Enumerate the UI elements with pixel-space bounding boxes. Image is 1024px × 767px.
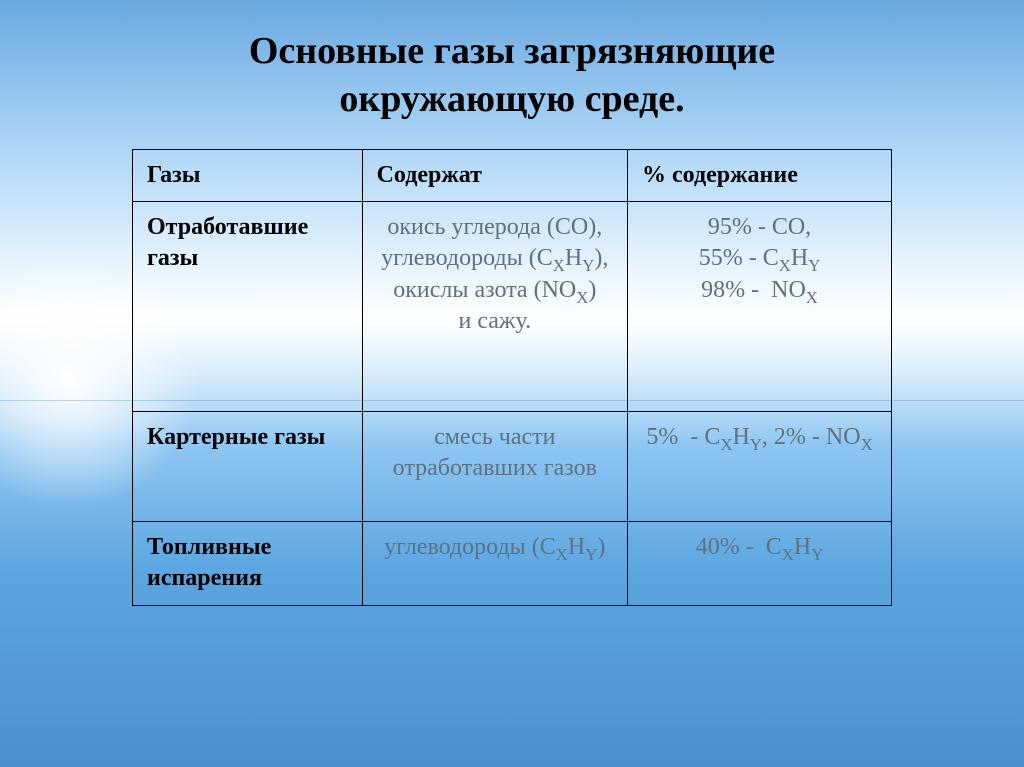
row-label: Отработавшие газы [133,202,363,412]
row-percent: 40% - CXHY [628,522,892,605]
title-line-1: Основные газы загрязняющие [249,30,775,72]
table-row: Топливные испарения углеводороды (CXHY) … [133,522,892,605]
row-contain: углеводороды (CXHY) [362,522,627,605]
row-label: Картерные газы [133,412,363,522]
header-contain: Содержат [362,150,627,202]
row-contain: окись углерода (CO), углеводороды (CXHY)… [362,202,627,412]
header-percent: % содержание [628,150,892,202]
slide: Основные газы загрязняющие окружающую ср… [0,0,1024,767]
row-label: Топливные испарения [133,522,363,605]
title-line-2: окружающую среде. [339,78,684,120]
slide-title: Основные газы загрязняющие окружающую ср… [60,28,964,123]
row-percent: 95% - CO,55% - CXHY98% - NOX [628,202,892,412]
row-contain: смесь части отработавших газов [362,412,627,522]
table-row: Картерные газы смесь части отработавших … [133,412,892,522]
row-percent: 5% - CXHY, 2% - NOX [628,412,892,522]
header-gases: Газы [133,150,363,202]
table-header-row: Газы Содержат % содержание [133,150,892,202]
gases-table: Газы Содержат % содержание Отработавшие … [132,149,892,606]
table-row: Отработавшие газы окись углерода (CO), у… [133,202,892,412]
